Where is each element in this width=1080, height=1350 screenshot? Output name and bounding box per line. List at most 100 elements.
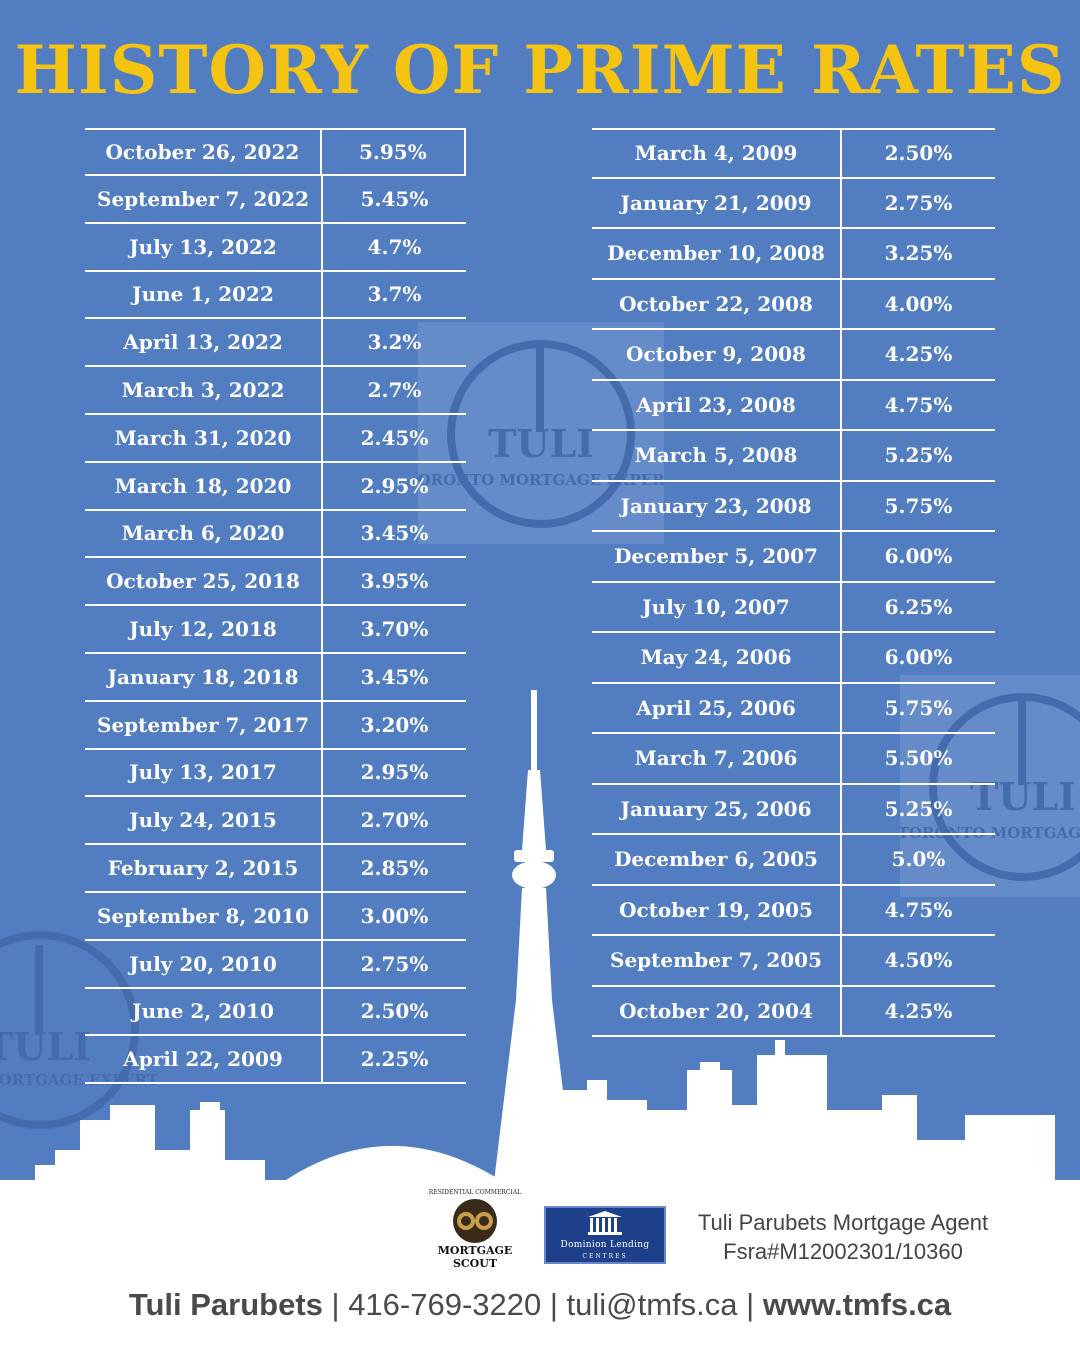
rate-date: April 23, 2008 [592, 380, 842, 429]
table-row: September 8, 2010 3.00% [85, 892, 466, 941]
table-row: October 19, 2005 4.75% [592, 885, 995, 936]
table-row: January 25, 2006 5.25% [592, 784, 995, 835]
table-row: October 20, 2004 4.25% [592, 986, 995, 1037]
table-row: March 6, 2020 3.45% [85, 510, 466, 559]
rate-value: 6.00% [884, 645, 953, 670]
svg-text:TULI: TULI [488, 421, 594, 466]
rate-date: December 6, 2005 [592, 835, 842, 884]
table-row: March 4, 2009 2.50% [592, 128, 995, 179]
rate-date: July 10, 2007 [592, 582, 842, 631]
rate-value: 2.50% [884, 141, 953, 166]
table-row: July 12, 2018 3.70% [85, 606, 466, 654]
rate-value: 3.95% [360, 569, 429, 594]
separator: | [541, 1287, 567, 1322]
rate-date: March 7, 2006 [592, 734, 842, 783]
table-row: January 18, 2018 3.45% [85, 653, 466, 702]
rate-date: March 3, 2022 [85, 367, 323, 413]
svg-text:SCOUT: SCOUT [453, 1257, 498, 1270]
rate-value: 4.25% [884, 998, 953, 1023]
rate-date: February 2, 2015 [85, 845, 323, 891]
dominion-lending-logo: Dominion Lending CENTRES [544, 1206, 666, 1264]
table-row: May 24, 2006 6.00% [592, 633, 995, 684]
rate-value: 6.25% [884, 594, 953, 619]
rate-date: July 13, 2017 [85, 749, 323, 796]
table-row: March 31, 2020 2.45% [85, 414, 466, 463]
rate-date: March 31, 2020 [85, 414, 323, 461]
rate-date: October 20, 2004 [592, 986, 842, 1035]
rate-value: 2.75% [360, 951, 429, 976]
rate-date: July 13, 2022 [85, 223, 323, 270]
rate-value: 3.70% [360, 617, 429, 641]
table-row: July 13, 2022 4.7% [85, 223, 466, 272]
separator: | [322, 1287, 349, 1322]
rate-value: 4.7% [367, 234, 422, 259]
table-row: October 22, 2008 4.00% [592, 279, 995, 330]
rate-value: 2.25% [360, 1047, 429, 1072]
rate-value: 5.45% [360, 186, 429, 211]
rate-date: April 13, 2022 [85, 319, 323, 366]
table-row: October 26, 2022 5.95% [85, 128, 466, 176]
svg-text:TORONTO MORTGAGE: TORONTO MORTGAGE [900, 824, 1080, 842]
rate-value: 4.75% [884, 392, 953, 417]
separator: | [737, 1287, 763, 1322]
rate-value: 4.50% [884, 948, 953, 973]
rate-date: October 25, 2018 [85, 558, 323, 605]
rate-value: 3.20% [360, 712, 429, 737]
table-row: July 20, 2010 2.75% [85, 940, 466, 989]
rate-value: 2.75% [884, 190, 953, 215]
rate-value: 3.45% [360, 664, 429, 689]
rate-value: 2.85% [360, 856, 429, 880]
table-row: September 7, 2005 4.50% [592, 936, 995, 987]
rate-date: July 12, 2018 [85, 606, 323, 652]
rate-date: March 4, 2009 [592, 130, 842, 177]
svg-text:MORTGAGE EXPERT: MORTGAGE EXPERT [0, 1071, 159, 1089]
rate-value: 2.70% [360, 808, 429, 833]
contact-phone[interactable]: 416-769-3220 [348, 1287, 542, 1322]
building-icon [588, 1211, 622, 1235]
watermark-logo-right: TULI TORONTO MORTGAGE [900, 675, 1080, 897]
table-row: September 7, 2022 5.45% [85, 175, 466, 224]
table-row: September 7, 2017 3.20% [85, 701, 466, 750]
rate-value: 5.25% [884, 443, 953, 468]
mortgage-scout-logo: RESIDENTIAL COMMERCIAL MORTGAGE SCOUT [429, 1189, 521, 1270]
table-row: December 10, 2008 3.25% [592, 229, 995, 280]
table-row: June 1, 2022 3.7% [85, 271, 466, 320]
table-row: April 23, 2008 4.75% [592, 380, 995, 431]
rate-value: 2.50% [360, 999, 429, 1024]
rate-date: October 26, 2022 [85, 130, 322, 174]
contact-email[interactable]: tuli@tmfs.ca [566, 1287, 738, 1322]
table-row: July 24, 2015 2.70% [85, 797, 466, 846]
svg-text:MORTGAGE: MORTGAGE [438, 1244, 513, 1257]
svg-text:TORONTO MORTGAGE EXPERT: TORONTO MORTGAGE EXPERT [418, 471, 664, 489]
rate-value: 4.25% [884, 342, 953, 367]
rate-value: 5.75% [884, 695, 953, 720]
svg-text:TULI: TULI [0, 1024, 91, 1069]
rate-value: 5.75% [884, 493, 953, 518]
table-row: March 5, 2008 5.25% [592, 431, 995, 482]
rate-value: 5.25% [884, 796, 953, 821]
rate-date: September 7, 2022 [85, 175, 323, 222]
rate-value: 4.75% [884, 897, 953, 922]
table-row: December 5, 2007 6.00% [592, 532, 995, 583]
rate-date: March 5, 2008 [592, 431, 842, 480]
rate-date: April 22, 2009 [85, 1036, 323, 1083]
rate-date: March 6, 2020 [85, 510, 323, 557]
rate-value: 3.7% [367, 282, 422, 307]
table-row: July 10, 2007 6.25% [592, 582, 995, 633]
dominion-lending-sub: CENTRES [582, 1253, 628, 1260]
table-row: February 2, 2015 2.85% [85, 845, 466, 893]
watermark-logo-center: TULI TORONTO MORTGAGE EXPERT [418, 322, 664, 544]
table-row: January 21, 2009 2.75% [592, 178, 995, 229]
contact-website[interactable]: www.tmfs.ca [762, 1287, 952, 1322]
rate-value: 2.45% [360, 425, 429, 450]
rate-value: 3.25% [884, 241, 953, 266]
footer-band [0, 1180, 1080, 1350]
table-row: March 7, 2006 5.50% [592, 734, 995, 785]
table-row: June 2, 2010 2.50% [85, 988, 466, 1037]
svg-text:TULI: TULI [970, 774, 1076, 819]
rate-date: October 19, 2005 [592, 885, 842, 934]
table-row: March 18, 2020 2.95% [85, 462, 466, 511]
rate-date: January 18, 2018 [85, 653, 323, 700]
rate-value: 6.00% [884, 544, 953, 569]
table-row: January 23, 2008 5.75% [592, 481, 995, 532]
